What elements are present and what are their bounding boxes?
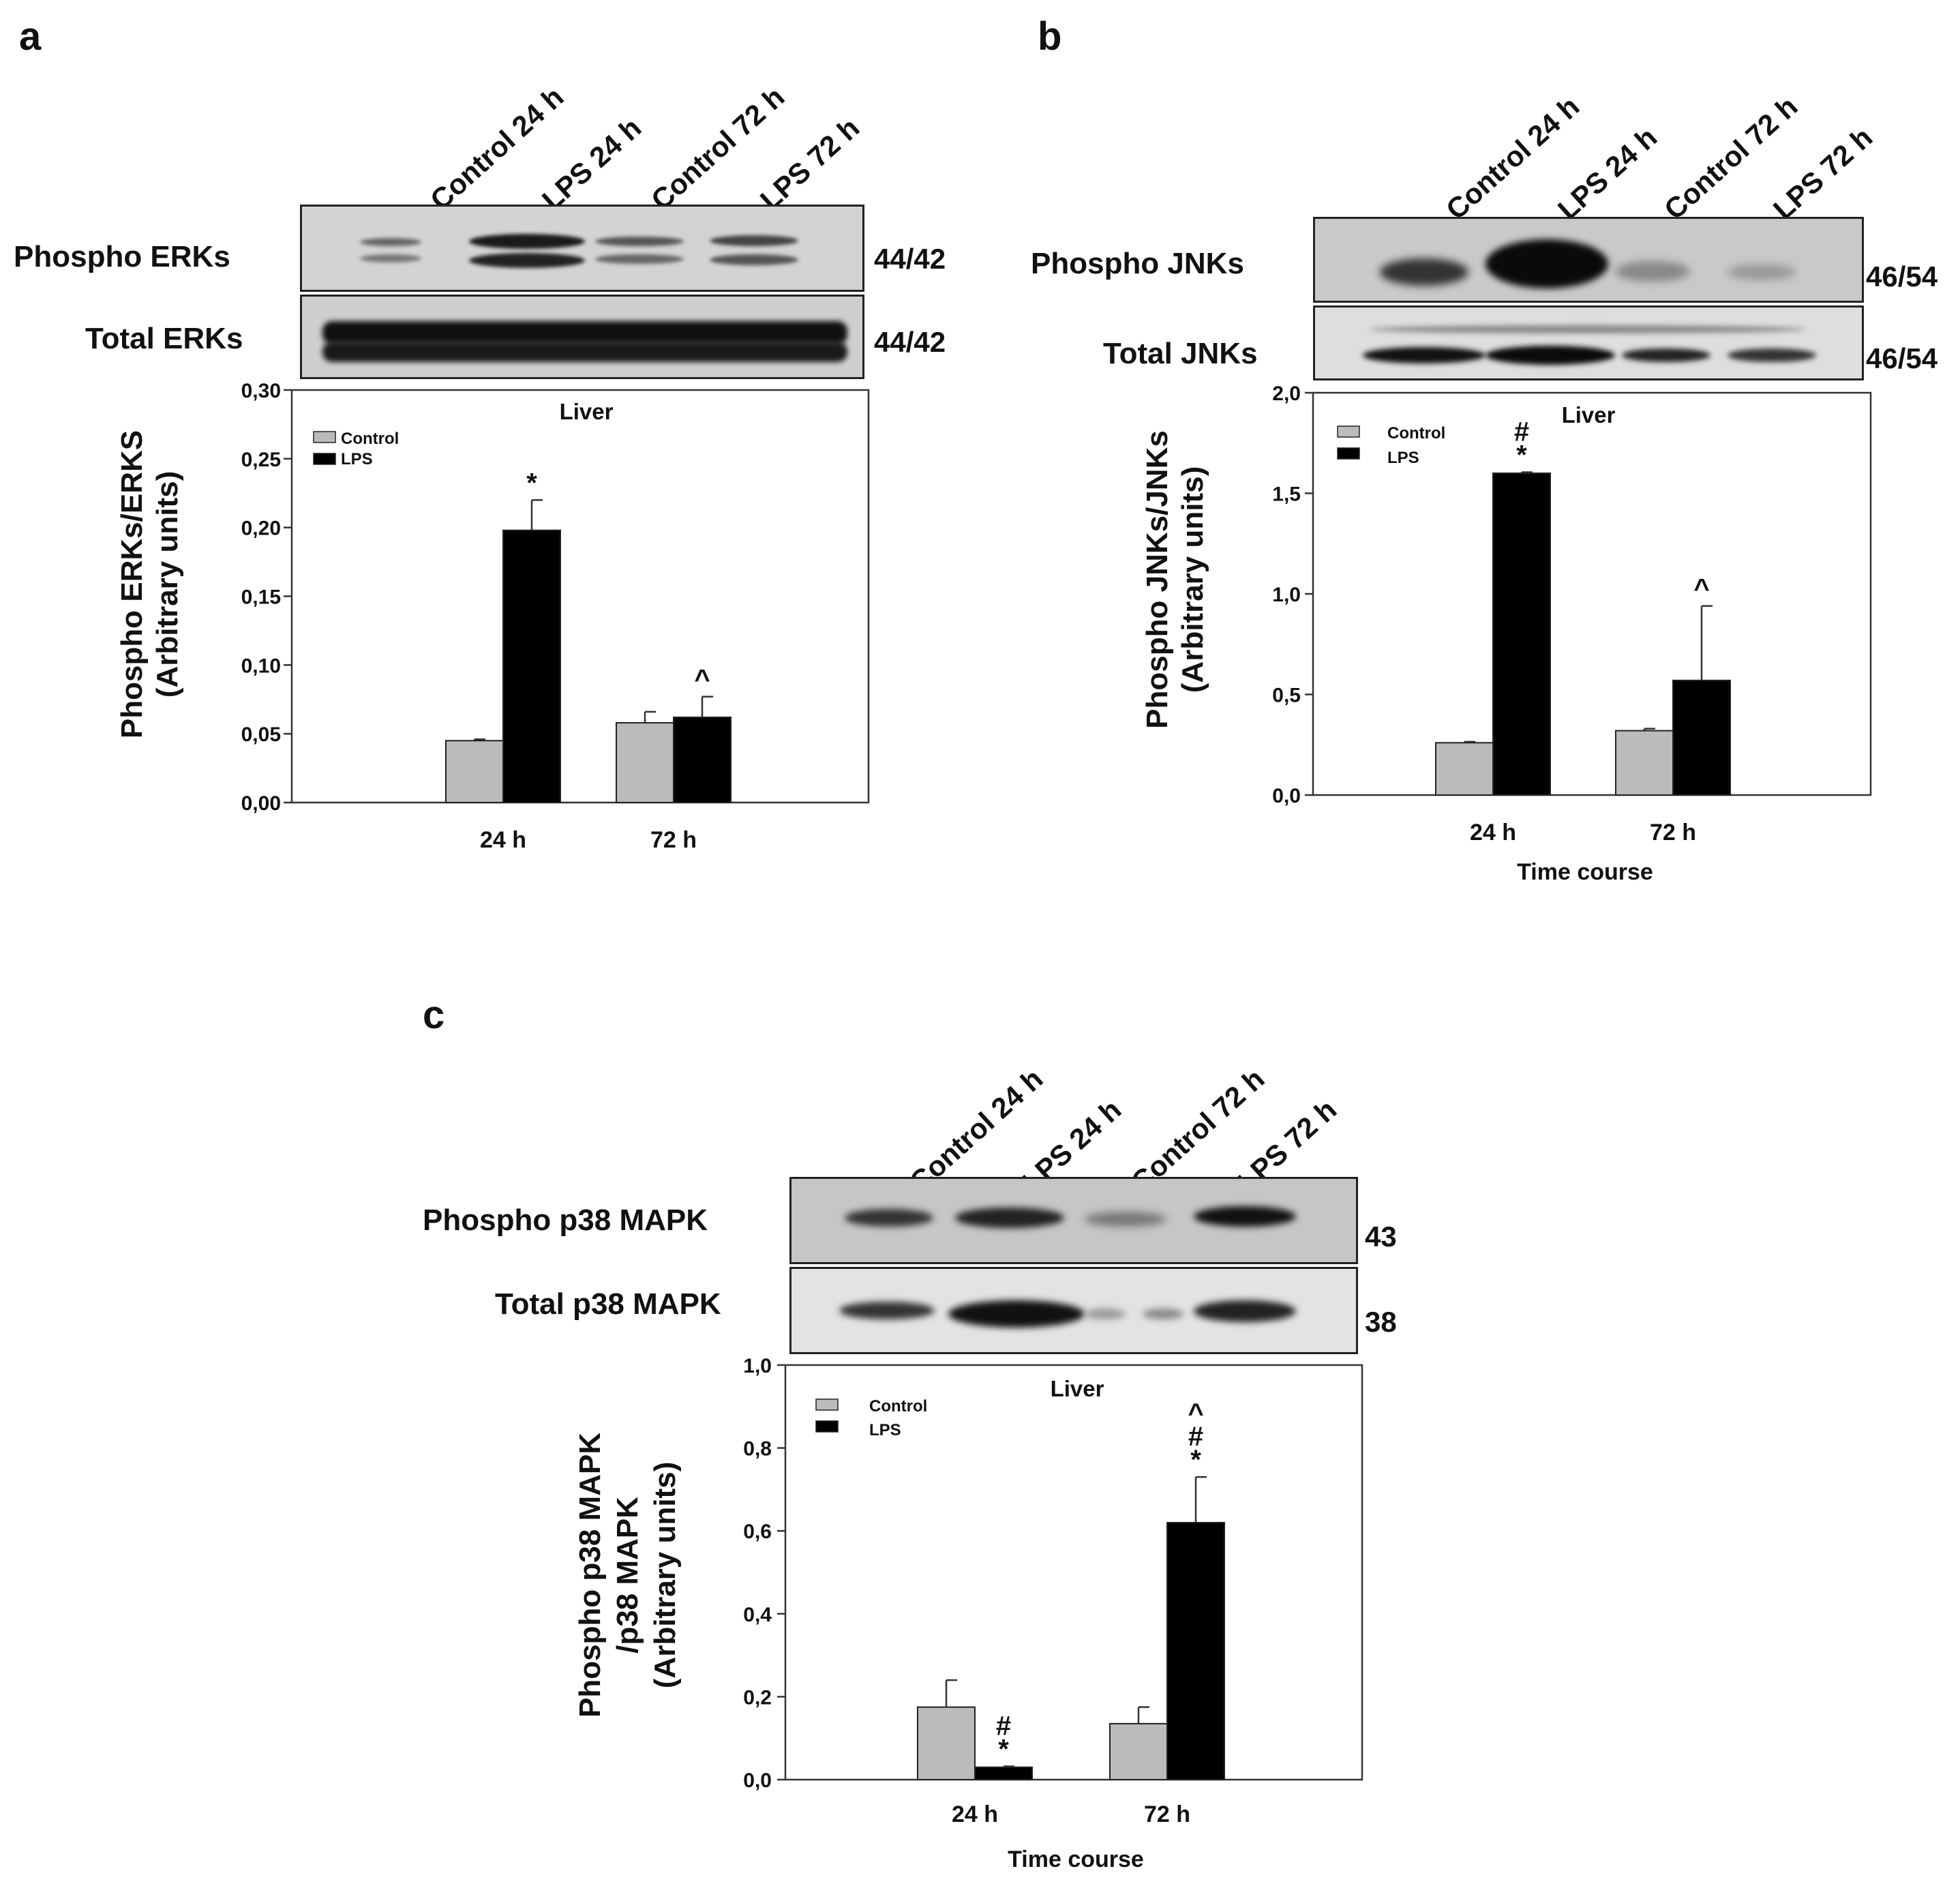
bar-control <box>616 722 674 803</box>
significance-marker: * <box>526 468 537 498</box>
chart-a-ylabel-line2: (Arbitrary units) <box>151 471 184 698</box>
blot-label-total-erks: Total ERKs <box>85 322 243 355</box>
legend-swatch-control <box>313 431 336 443</box>
chart-a-title: Liver <box>560 399 614 424</box>
band <box>322 342 847 362</box>
y-tick-label: 0,05 <box>241 723 281 746</box>
bar-lps <box>502 529 561 803</box>
chart-a-legend-control: Control <box>341 430 399 448</box>
y-tick-label: 0,25 <box>241 449 281 471</box>
band <box>360 238 421 246</box>
blot-phospho-erks <box>300 205 864 292</box>
chart-a-legend-lps: LPS <box>341 450 373 468</box>
panel-letter-a: a <box>19 14 42 59</box>
band <box>322 321 847 344</box>
band <box>469 234 585 249</box>
band <box>710 235 798 246</box>
bar-lps <box>673 716 732 804</box>
chart-a-ylabel-line1: Phospho ERKs/ERKS <box>115 430 149 738</box>
kda-total-erks: 44/42 <box>874 326 946 358</box>
significance-marker: ^ <box>694 665 710 695</box>
y-tick-label: 0,00 <box>241 792 281 815</box>
y-tick-label: 0,20 <box>241 518 281 540</box>
kda-phospho-erks: 44/42 <box>874 243 946 275</box>
band <box>710 254 798 265</box>
blot-total-erks <box>300 295 864 379</box>
chart-a-xtick-24h: 24 h <box>480 827 526 853</box>
y-tick-label: 0,10 <box>241 655 281 677</box>
legend-swatch-lps <box>313 453 336 465</box>
band <box>360 254 421 263</box>
bar-control <box>445 740 504 803</box>
band <box>469 253 585 268</box>
band <box>595 237 684 246</box>
plot-frame <box>290 389 870 804</box>
band <box>595 254 684 264</box>
y-tick-label: 0,15 <box>241 586 281 609</box>
y-tick-label: 0,30 <box>241 380 281 402</box>
chart-a-xtick-72h: 72 h <box>650 827 697 853</box>
blot-label-phospho-erks: Phospho ERKs <box>14 240 230 273</box>
